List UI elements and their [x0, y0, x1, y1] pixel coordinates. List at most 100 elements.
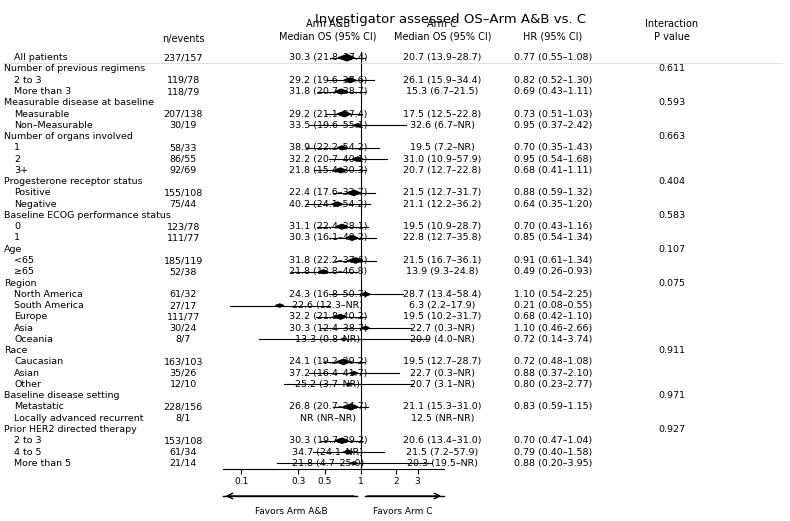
Text: 0.73 (0.51–1.03): 0.73 (0.51–1.03): [514, 109, 592, 119]
Text: 155/108: 155/108: [164, 189, 203, 197]
Polygon shape: [354, 124, 362, 127]
Text: 19.5 (12.7–28.7): 19.5 (12.7–28.7): [403, 357, 482, 366]
Text: Caucasian: Caucasian: [14, 357, 63, 366]
Text: 19.5 (10.2–31.7): 19.5 (10.2–31.7): [403, 312, 482, 321]
Text: Baseline disease setting: Baseline disease setting: [4, 391, 119, 400]
Text: More than 3: More than 3: [14, 87, 71, 96]
Polygon shape: [350, 371, 358, 375]
Text: 30.3 (16.1–40.2): 30.3 (16.1–40.2): [288, 233, 367, 242]
Text: Other: Other: [14, 380, 41, 389]
Text: 21/14: 21/14: [170, 459, 197, 468]
Polygon shape: [348, 258, 362, 263]
Text: 0.927: 0.927: [658, 425, 685, 434]
Text: Europe: Europe: [14, 312, 47, 321]
Text: 3+: 3+: [14, 166, 28, 175]
Text: 0.80 (0.23–2.77): 0.80 (0.23–2.77): [514, 380, 592, 389]
Text: 22.6 (12.3–NR): 22.6 (12.3–NR): [292, 301, 363, 310]
Text: Measurable: Measurable: [14, 109, 70, 119]
Text: Measurable disease at baseline: Measurable disease at baseline: [4, 98, 154, 107]
Text: 21.5 (12.7–31.7): 21.5 (12.7–31.7): [403, 189, 482, 197]
Text: 21.1 (15.3–31.0): 21.1 (15.3–31.0): [403, 402, 482, 412]
Text: 31.8 (22.2–37.6): 31.8 (22.2–37.6): [288, 256, 367, 265]
Text: 75/44: 75/44: [170, 200, 197, 209]
Text: 34.7 (24.1–NR): 34.7 (24.1–NR): [292, 448, 363, 456]
Text: 28.7 (13.4–58.4): 28.7 (13.4–58.4): [403, 290, 482, 299]
Text: 0.85 (0.54–1.34): 0.85 (0.54–1.34): [514, 233, 592, 242]
Text: 21.1 (12.2–36.2): 21.1 (12.2–36.2): [403, 200, 482, 209]
Text: 0.64 (0.35–1.20): 0.64 (0.35–1.20): [514, 200, 592, 209]
Text: HR (95% CI): HR (95% CI): [523, 32, 583, 42]
Polygon shape: [338, 55, 355, 61]
Text: 21.5 (16.7–36.1): 21.5 (16.7–36.1): [403, 256, 482, 265]
Text: 30.3 (21.8–37.4): 30.3 (21.8–37.4): [288, 53, 367, 62]
Text: Investigator assessed OS–Arm A&B vs. C: Investigator assessed OS–Arm A&B vs. C: [314, 13, 586, 26]
Text: 228/156: 228/156: [164, 402, 203, 412]
Text: 0.68 (0.41–1.11): 0.68 (0.41–1.11): [514, 166, 592, 175]
Text: 31.0 (10.9–57.9): 31.0 (10.9–57.9): [403, 155, 482, 164]
Text: 0.107: 0.107: [658, 245, 685, 254]
Text: South America: South America: [14, 301, 84, 310]
Text: 163/103: 163/103: [164, 357, 203, 366]
Polygon shape: [340, 338, 346, 340]
Text: 0.593: 0.593: [658, 98, 685, 107]
Text: 32.2 (21.8–40.2): 32.2 (21.8–40.2): [288, 312, 367, 321]
Text: 61/34: 61/34: [170, 448, 197, 456]
Text: 29.2 (21.1–37.4): 29.2 (21.1–37.4): [288, 109, 367, 119]
Text: Positive: Positive: [14, 189, 51, 197]
Text: 0.49 (0.26–0.93): 0.49 (0.26–0.93): [514, 267, 592, 276]
Text: 0.70 (0.47–1.04): 0.70 (0.47–1.04): [514, 436, 592, 445]
Text: Asia: Asia: [14, 324, 34, 332]
Text: 0.971: 0.971: [658, 391, 685, 400]
Text: 0.404: 0.404: [658, 177, 685, 186]
Polygon shape: [336, 225, 348, 229]
Polygon shape: [334, 315, 346, 319]
Text: 0.72 (0.48–1.08): 0.72 (0.48–1.08): [514, 357, 592, 366]
Text: Favors Arm C: Favors Arm C: [373, 507, 432, 516]
Text: Number of organs involved: Number of organs involved: [4, 132, 133, 141]
Text: Metastatic: Metastatic: [14, 402, 64, 412]
Text: 32.6 (6.7–NR): 32.6 (6.7–NR): [410, 121, 475, 130]
Polygon shape: [276, 304, 284, 307]
Text: Arm A&B
Median OS (95% CI): Arm A&B Median OS (95% CI): [279, 19, 377, 42]
Text: Negative: Negative: [14, 200, 57, 209]
Text: 13.3 (0.8–NR): 13.3 (0.8–NR): [295, 335, 360, 344]
Text: 123/78: 123/78: [167, 222, 200, 231]
Text: 0.88 (0.59–1.32): 0.88 (0.59–1.32): [514, 189, 592, 197]
Text: Asian: Asian: [14, 369, 40, 378]
Text: 21.8 (4.7–25.0): 21.8 (4.7–25.0): [292, 459, 364, 468]
Text: 0.70 (0.35–1.43): 0.70 (0.35–1.43): [514, 143, 592, 152]
Text: 38.9 (22.2–54.2): 38.9 (22.2–54.2): [288, 143, 367, 152]
Polygon shape: [334, 168, 346, 173]
Text: Race: Race: [4, 346, 28, 355]
Text: 21.5 (7.2–57.9): 21.5 (7.2–57.9): [406, 448, 479, 456]
Text: 0: 0: [14, 222, 21, 231]
Text: 111/77: 111/77: [167, 312, 200, 321]
Text: More than 5: More than 5: [14, 459, 71, 468]
Text: 237/157: 237/157: [164, 53, 203, 62]
Text: 2: 2: [14, 155, 21, 164]
Text: 37.2 (16.4–41.7): 37.2 (16.4–41.7): [288, 369, 367, 378]
Polygon shape: [344, 450, 353, 454]
Text: 27/17: 27/17: [170, 301, 197, 310]
Text: Locally advanced recurrent: Locally advanced recurrent: [14, 414, 144, 423]
Text: 20.7 (3.1–NR): 20.7 (3.1–NR): [410, 380, 475, 389]
Text: 21.8 (12.8–46.8): 21.8 (12.8–46.8): [288, 267, 367, 276]
Polygon shape: [335, 438, 348, 443]
Polygon shape: [351, 462, 357, 465]
Text: 30/19: 30/19: [170, 121, 197, 130]
Text: 0.075: 0.075: [658, 279, 685, 288]
Text: 0.68 (0.42–1.10): 0.68 (0.42–1.10): [514, 312, 592, 321]
Text: 0.79 (0.40–1.58): 0.79 (0.40–1.58): [514, 448, 592, 456]
Text: 92/69: 92/69: [170, 166, 197, 175]
Text: 8/1: 8/1: [175, 414, 191, 423]
Text: 0.72 (0.14–3.74): 0.72 (0.14–3.74): [514, 335, 592, 344]
Text: 24.1 (19.2–39.2): 24.1 (19.2–39.2): [288, 357, 367, 366]
Text: 30.3 (12.4–38.7): 30.3 (12.4–38.7): [288, 324, 367, 332]
Text: 185/119: 185/119: [164, 256, 203, 265]
Text: 22.4 (17.6–32.7): 22.4 (17.6–32.7): [288, 189, 367, 197]
Text: 111/77: 111/77: [167, 233, 200, 242]
Text: Oceania: Oceania: [14, 335, 53, 344]
Text: 61/32: 61/32: [170, 290, 197, 299]
Text: 22.7 (0.3–NR): 22.7 (0.3–NR): [410, 324, 475, 332]
Text: Non–Measurable: Non–Measurable: [14, 121, 93, 130]
